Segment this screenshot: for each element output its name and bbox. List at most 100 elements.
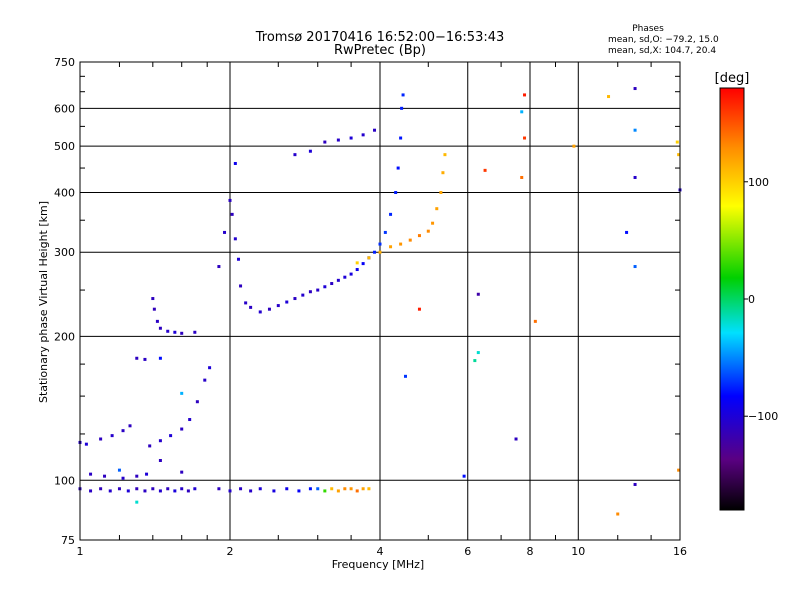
echo-point (633, 482, 637, 486)
echo-point (361, 262, 365, 266)
y-tick-label: 750 (54, 56, 75, 69)
echo-point (143, 357, 147, 361)
echo-point (336, 489, 340, 493)
echo-point (355, 489, 359, 493)
echo-point (151, 487, 155, 491)
echo-point (126, 489, 130, 493)
echo-point (228, 198, 232, 202)
colorbar-tick-label: 0 (748, 293, 755, 306)
phase-stats-o: mean, sd,O: −79.2, 15.0 (608, 35, 719, 45)
echo-point (121, 476, 125, 480)
echo-point (616, 512, 620, 516)
echo-point (441, 171, 445, 175)
echo-point (523, 136, 527, 140)
colorbar-label: [deg] (715, 71, 750, 86)
echo-point (158, 326, 162, 330)
echo-point (336, 138, 340, 142)
echo-point (152, 307, 156, 311)
echo-point (323, 489, 327, 493)
echo-point (233, 237, 237, 241)
echo-point (293, 297, 297, 301)
echo-point (180, 470, 184, 474)
echo-point (355, 261, 359, 265)
y-tick-label: 200 (54, 330, 75, 343)
echo-point (180, 331, 184, 335)
echo-point (249, 489, 253, 493)
echo-point (401, 93, 405, 97)
chart-title: Tromsø 20170416 16:52:00−16:53:43 (255, 30, 505, 45)
echo-point (389, 212, 393, 216)
echo-point (244, 301, 248, 305)
echo-point (431, 221, 435, 225)
echo-point (361, 133, 365, 137)
echo-point (349, 136, 353, 140)
echo-point (301, 293, 305, 297)
echo-point (267, 307, 271, 311)
echo-point (117, 487, 121, 491)
echo-point (633, 87, 637, 91)
echo-point (373, 128, 377, 132)
echo-point (403, 374, 407, 378)
echo-point (217, 265, 221, 269)
echo-point (233, 161, 237, 165)
echo-point (633, 265, 637, 269)
echo-point (285, 300, 289, 304)
echo-point (361, 487, 365, 491)
echo-point (110, 434, 114, 438)
y-tick-label: 400 (54, 186, 75, 199)
echo-point (426, 229, 430, 233)
echo-point (166, 329, 170, 333)
echo-point (308, 487, 312, 491)
echo-point (217, 487, 221, 491)
echo-point (145, 472, 149, 476)
echo-point (117, 468, 121, 472)
echo-point (355, 268, 359, 272)
echo-point (135, 474, 139, 478)
echo-point (258, 310, 262, 314)
echo-point (330, 282, 334, 286)
x-tick-label: 2 (227, 545, 234, 558)
echo-point (308, 290, 312, 294)
echo-point (308, 149, 312, 153)
echo-point (435, 207, 439, 211)
echo-point (417, 307, 421, 311)
echo-point (135, 487, 139, 491)
echo-point (383, 230, 387, 234)
echo-point (462, 474, 466, 478)
echo-point (316, 487, 320, 491)
echo-point (158, 439, 162, 443)
echo-point (349, 272, 353, 276)
echo-point (180, 487, 184, 491)
x-tick-label: 1 (77, 545, 84, 558)
echo-point (373, 250, 377, 254)
echo-point (236, 257, 240, 261)
echo-point (239, 487, 243, 491)
echo-point (276, 304, 280, 308)
echo-point (193, 487, 197, 491)
echo-point (230, 212, 234, 216)
echo-point (323, 285, 327, 289)
echo-point (188, 418, 192, 422)
echo-point (349, 487, 353, 491)
echo-point (143, 489, 147, 493)
phase-stats-x: mean, sd,X: 104.7, 20.4 (608, 46, 716, 56)
echo-point (180, 427, 184, 431)
echo-point (343, 487, 347, 491)
echo-point (203, 378, 207, 382)
echo-point (400, 106, 404, 110)
chart-subtitle: RwPretec (Bp) (334, 43, 426, 58)
echo-point (193, 330, 197, 334)
x-tick-label: 8 (527, 545, 534, 558)
echo-point (258, 487, 262, 491)
plot-area (79, 61, 681, 541)
echo-point (121, 429, 125, 433)
echo-point (166, 487, 170, 491)
echo-point (473, 359, 477, 363)
echo-point (439, 190, 443, 194)
echo-point (378, 250, 382, 254)
echo-point (336, 278, 340, 282)
phase-stats-header: Phases (632, 24, 664, 34)
echo-point (173, 489, 177, 493)
echo-point (128, 424, 132, 428)
echo-point (476, 292, 480, 296)
